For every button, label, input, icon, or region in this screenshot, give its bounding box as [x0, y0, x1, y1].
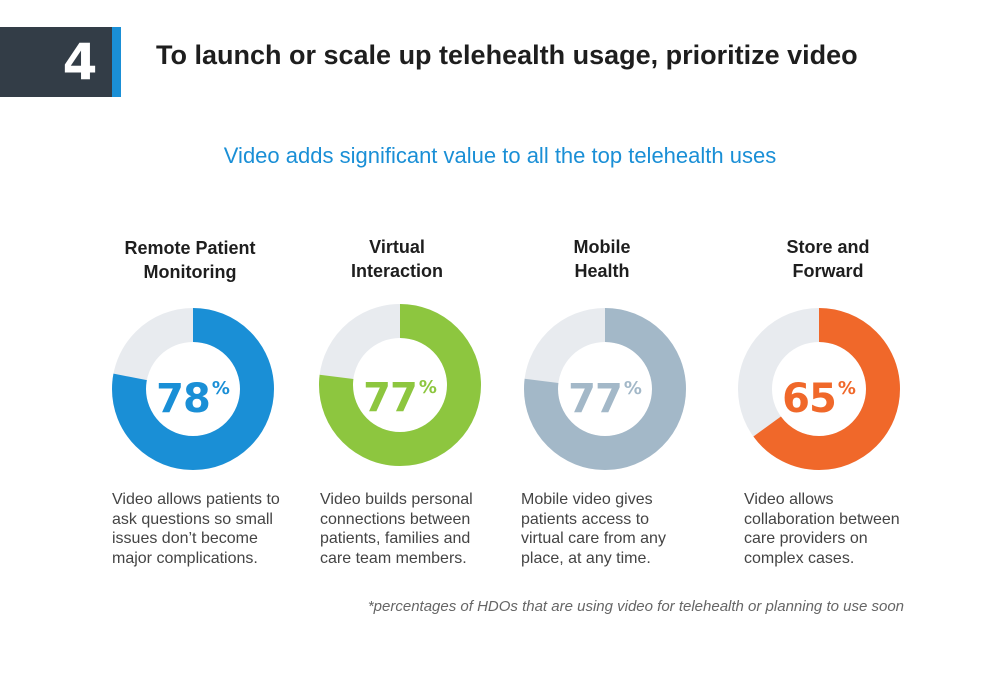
donut-value-arc-3 — [524, 308, 686, 470]
value-label-4: 65% — [754, 364, 884, 424]
category-title-2-line2: Interaction — [350, 261, 443, 281]
category-title-2-line1: Virtual — [369, 237, 425, 257]
category-title-3-line2: Health — [574, 261, 630, 281]
donut-value-arc-4 — [738, 308, 900, 470]
category-title-1: Remote Patient Monitoring — [90, 236, 290, 284]
category-title-3-line1: Mobile — [573, 237, 631, 257]
donut-chart-store-and-forward — [738, 308, 900, 470]
category-title-4-line1: Store and — [786, 237, 870, 257]
chart-subtitle: Video adds significant value to all the … — [223, 143, 777, 168]
badge-accent-stripe — [112, 27, 121, 97]
value-number-1: 78 — [156, 376, 211, 422]
value-label-2: 77% — [335, 363, 465, 423]
donut-chart-remote-patient-monitoring — [112, 308, 274, 470]
category-title-1-line2: Monitoring — [143, 262, 237, 282]
donut-value-arc-2 — [319, 304, 481, 466]
value-number-4: 65 — [782, 376, 837, 422]
value-label-1: 78% — [128, 364, 258, 424]
value-number-2: 77 — [363, 375, 418, 421]
value-label-3: 77% — [540, 364, 670, 424]
donut-value-arc-1 — [112, 308, 274, 470]
footnote: *percentages of HDOs that are using vide… — [367, 598, 904, 615]
percent-sign-4: % — [837, 378, 856, 399]
category-title-4-line2: Forward — [792, 261, 864, 281]
section-number-badge — [0, 27, 112, 97]
category-title-2: Virtual Interaction — [297, 235, 497, 283]
donut-chart-virtual-interaction — [319, 304, 481, 466]
category-title-1-line1: Remote Patient — [124, 238, 256, 258]
donut-chart-mobile-health — [524, 308, 686, 470]
percent-sign-1: % — [211, 378, 230, 399]
section-number: 4 — [62, 33, 98, 91]
category-description-3: Mobile video gives patients access to vi… — [521, 491, 666, 567]
category-description-2: Video builds personal connections betwee… — [320, 491, 473, 567]
percent-sign-2: % — [418, 377, 437, 398]
percent-sign-3: % — [623, 378, 642, 399]
category-description-1: Video allows patients to ask questions s… — [112, 491, 280, 567]
value-number-3: 77 — [568, 376, 623, 422]
category-title-4: Store and Forward — [728, 235, 928, 283]
category-description-4: Video allows collaboration between care … — [744, 491, 900, 567]
page-title: To launch or scale up telehealth usage, … — [156, 40, 858, 70]
category-title-3: Mobile Health — [502, 235, 702, 283]
